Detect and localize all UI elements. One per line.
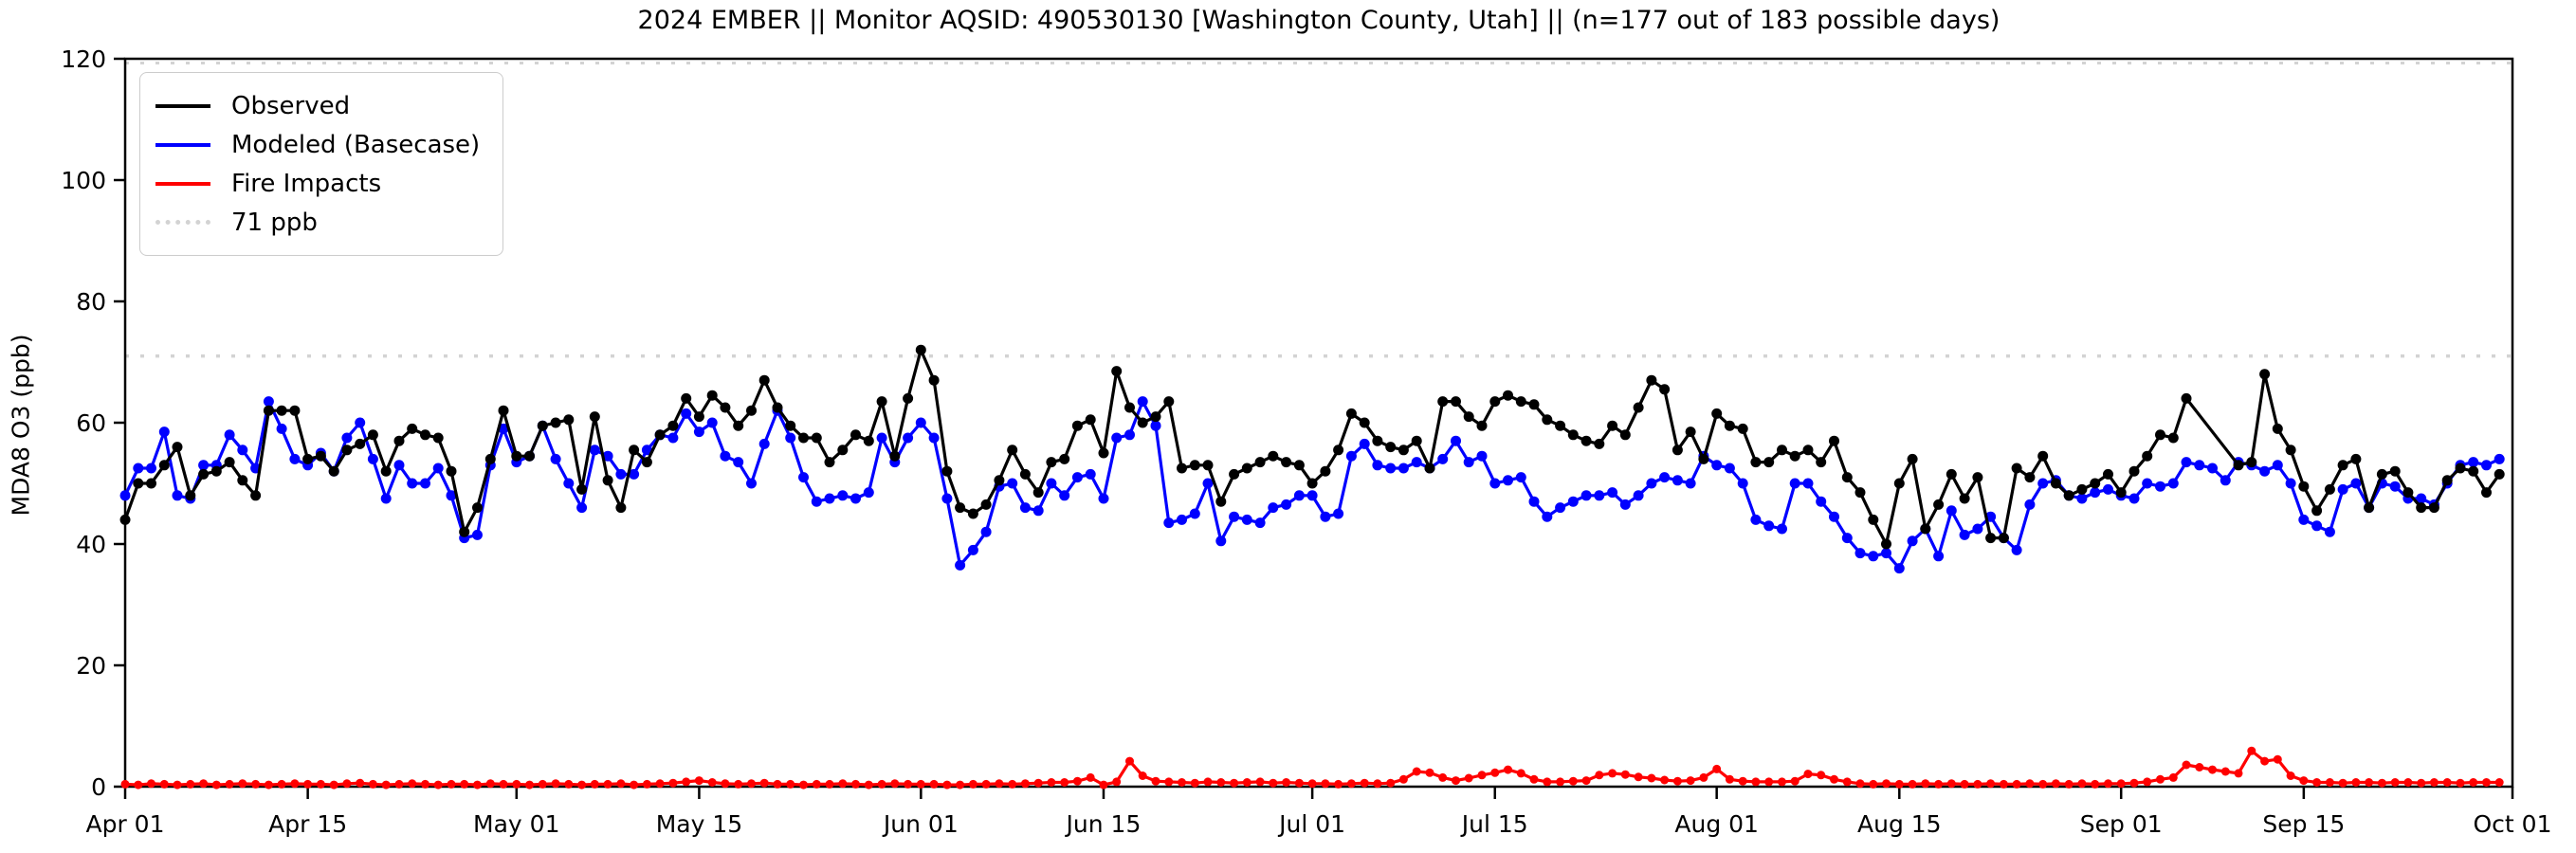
x-tick-label: Jul 01 bbox=[1277, 810, 1345, 838]
legend-label-threshold: 71 ppb bbox=[231, 208, 318, 237]
legend-item-observed: Observed bbox=[155, 86, 487, 125]
y-tick-label: 0 bbox=[91, 773, 106, 801]
observed-markers bbox=[119, 344, 2505, 550]
y-tick-label: 100 bbox=[61, 167, 106, 194]
x-tick-label: May 01 bbox=[473, 810, 559, 838]
x-tick-label: Apr 15 bbox=[268, 810, 347, 838]
x-tick-label: Oct 01 bbox=[2474, 810, 2552, 838]
legend-item-fire: Fire Impacts bbox=[155, 164, 487, 203]
threshold-line-sample bbox=[155, 220, 210, 225]
y-tick-label: 40 bbox=[76, 531, 106, 558]
x-tick-label: Jul 15 bbox=[1460, 810, 1528, 838]
x-tick-label: Sep 15 bbox=[2262, 810, 2345, 838]
x-axis: Apr 01 Apr 15 May 01 May 15 Jun 01 Jun 15 Jul … bbox=[85, 787, 2551, 838]
y-axis: 0 20 40 60 80 100 120 bbox=[61, 45, 125, 801]
x-tick-label: Aug 15 bbox=[1857, 810, 1942, 838]
x-tick-label: Jun 01 bbox=[882, 810, 959, 838]
x-tick-label: Apr 01 bbox=[85, 810, 164, 838]
legend-label-modeled: Modeled (Basecase) bbox=[231, 130, 481, 159]
y-tick-label: 80 bbox=[76, 288, 106, 316]
x-tick-label: Aug 01 bbox=[1674, 810, 1759, 838]
legend-label-fire: Fire Impacts bbox=[231, 169, 382, 198]
fire-markers bbox=[120, 746, 2504, 789]
y-tick-label: 120 bbox=[61, 45, 106, 73]
legend-label-observed: Observed bbox=[231, 91, 351, 120]
legend: Observed Modeled (Basecase) Fire Impacts… bbox=[139, 72, 503, 256]
x-tick-label: May 15 bbox=[656, 810, 742, 838]
observed-line-sample bbox=[155, 103, 210, 108]
series-fire bbox=[120, 746, 2504, 789]
y-tick-label: 20 bbox=[76, 652, 106, 680]
legend-item-threshold: 71 ppb bbox=[155, 203, 487, 242]
y-tick-label: 60 bbox=[76, 409, 106, 437]
fire-line-sample bbox=[155, 181, 210, 186]
series-observed bbox=[119, 344, 2505, 550]
x-tick-label: Jun 15 bbox=[1065, 810, 1142, 838]
chart-title: 2024 EMBER || Monitor AQSID: 490530130 [… bbox=[637, 6, 2001, 35]
legend-item-modeled: Modeled (Basecase) bbox=[155, 125, 487, 164]
modeled-line-sample bbox=[155, 142, 210, 147]
x-tick-label: Sep 01 bbox=[2080, 810, 2163, 838]
